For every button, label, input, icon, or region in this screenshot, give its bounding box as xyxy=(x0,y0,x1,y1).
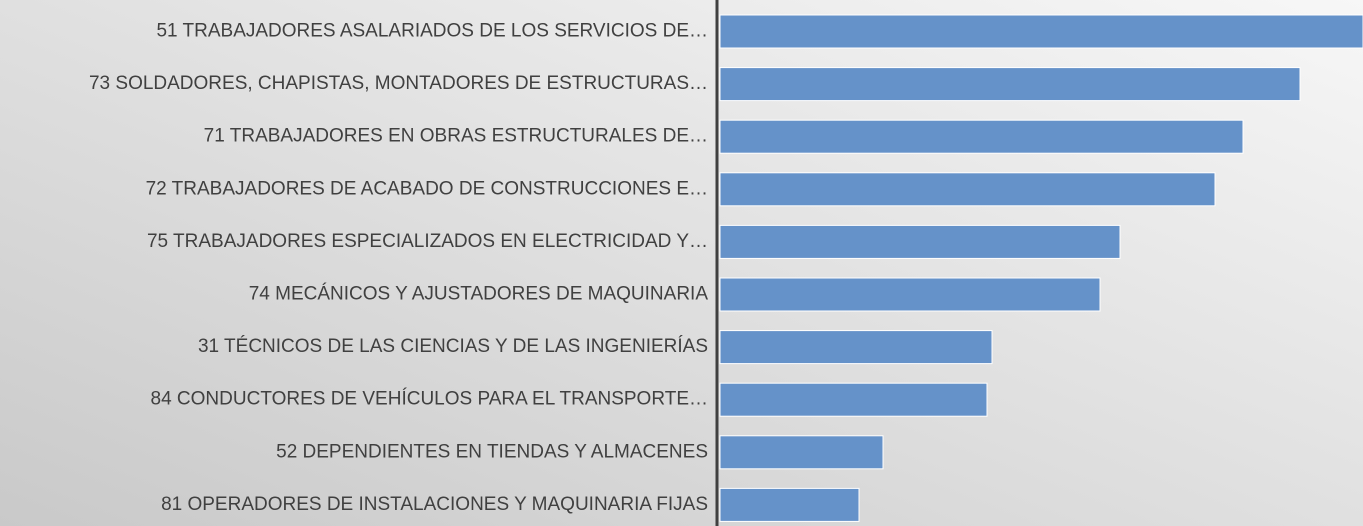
bar xyxy=(719,224,1121,259)
y-tick-label: 73 SOLDADORES, CHAPISTAS, MONTADORES DE … xyxy=(89,73,708,94)
bar xyxy=(719,435,884,470)
bar xyxy=(719,14,1363,49)
bar xyxy=(719,330,993,365)
bar xyxy=(719,277,1101,312)
y-tick-label: 31 TÉCNICOS DE LAS CIENCIAS Y DE LAS ING… xyxy=(198,336,708,357)
bar xyxy=(719,172,1216,207)
y-tick-label: 52 DEPENDIENTES EN TIENDAS Y ALMACENES xyxy=(276,441,708,462)
bar xyxy=(719,119,1244,154)
y-tick-label: 71 TRABAJADORES EN OBRAS ESTRUCTURALES D… xyxy=(204,126,708,147)
y-tick-label: 74 MECÁNICOS Y AJUSTADORES DE MAQUINARIA xyxy=(249,284,709,305)
y-tick-label: 75 TRABAJADORES ESPECIALIZADOS EN ELECTR… xyxy=(147,231,708,252)
bar xyxy=(719,382,988,417)
y-tick-label: 84 CONDUCTORES DE VEHÍCULOS PARA EL TRAN… xyxy=(151,389,708,410)
y-tick-label: 51 TRABAJADORES ASALARIADOS DE LOS SERVI… xyxy=(156,21,708,42)
y-tick-label: 72 TRABAJADORES DE ACABADO DE CONSTRUCCI… xyxy=(146,178,708,199)
bar xyxy=(719,67,1301,102)
bar xyxy=(719,487,860,522)
y-tick-label: 81 OPERADORES DE INSTALACIONES Y MAQUINA… xyxy=(161,494,708,515)
